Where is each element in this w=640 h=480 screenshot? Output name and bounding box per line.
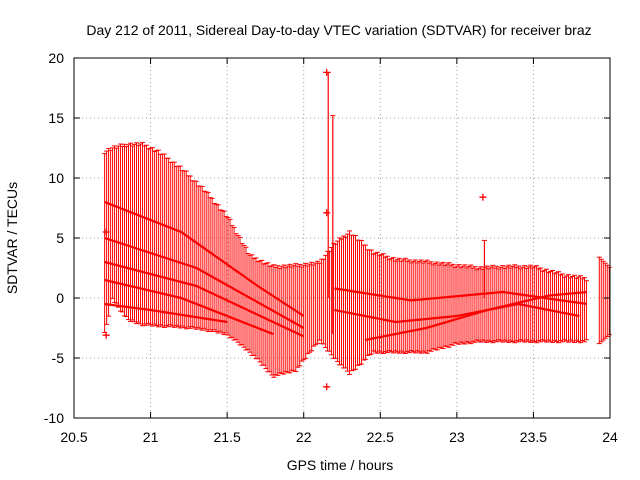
outlier-point — [323, 383, 331, 391]
y-tick-label: 10 — [48, 170, 64, 186]
data-track — [104, 260, 305, 338]
y-tick-label: -5 — [52, 350, 65, 366]
outlier-point — [102, 228, 110, 236]
x-tick-label: 21 — [143, 429, 159, 445]
chart-title: Day 212 of 2011, Sidereal Day-to-day VTE… — [86, 22, 591, 38]
x-tick-label: 23.5 — [520, 429, 547, 445]
y-tick-label: 5 — [56, 230, 64, 246]
x-tick-label: 20.5 — [60, 429, 87, 445]
data-track — [334, 302, 580, 324]
outlier-point — [323, 68, 331, 76]
y-tick-label: 20 — [48, 50, 64, 66]
x-axis-label: GPS time / hours — [287, 457, 394, 473]
outlier-point — [479, 193, 487, 201]
x-axis-ticks: 20.5 21 21.5 22 22.5 23 23.5 24 — [60, 58, 618, 445]
data-track — [364, 290, 588, 342]
x-tick-label: 24 — [602, 429, 618, 445]
y-tick-label: -10 — [44, 410, 64, 426]
y-axis-ticks: -10 -5 0 5 10 15 20 — [44, 50, 610, 426]
x-tick-label: 22 — [296, 429, 312, 445]
outlier-point — [323, 209, 331, 217]
data-track — [334, 287, 588, 306]
data-track — [104, 278, 274, 336]
outlier-point — [102, 331, 110, 339]
data-track — [104, 302, 228, 324]
x-tick-label: 23 — [449, 429, 465, 445]
data-track — [104, 236, 305, 329]
y-tick-label: 15 — [48, 110, 64, 126]
outlier-points — [102, 68, 487, 391]
data-tracks — [104, 200, 588, 342]
x-tick-label: 22.5 — [367, 429, 394, 445]
y-axis-label: SDTVAR / TECUs — [4, 182, 20, 294]
x-tick-label: 21.5 — [214, 429, 241, 445]
data-track — [104, 200, 305, 317]
y-tick-label: 0 — [56, 290, 64, 306]
